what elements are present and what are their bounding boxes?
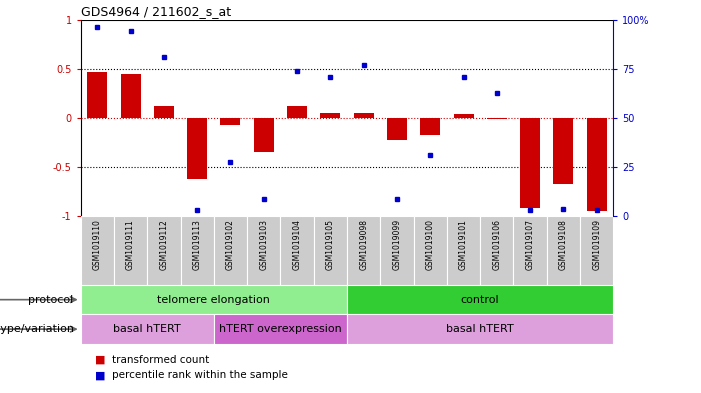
Text: telomere elongation: telomere elongation bbox=[157, 295, 271, 305]
Text: GSM1019111: GSM1019111 bbox=[126, 219, 135, 270]
Bar bbox=[486, 118, 507, 119]
Bar bbox=[580, 216, 613, 285]
Bar bbox=[520, 118, 540, 208]
Text: GDS4964 / 211602_s_at: GDS4964 / 211602_s_at bbox=[81, 6, 231, 18]
Text: protocol: protocol bbox=[28, 295, 77, 305]
Bar bbox=[447, 216, 480, 285]
Bar bbox=[81, 314, 214, 344]
Bar bbox=[114, 216, 147, 285]
Bar bbox=[347, 216, 381, 285]
Text: GSM1019112: GSM1019112 bbox=[159, 219, 168, 270]
Text: GSM1019108: GSM1019108 bbox=[559, 219, 568, 270]
Text: GSM1019100: GSM1019100 bbox=[426, 219, 435, 270]
Text: transformed count: transformed count bbox=[112, 354, 210, 365]
Text: ■: ■ bbox=[95, 354, 105, 365]
Bar bbox=[287, 106, 307, 118]
Bar bbox=[547, 216, 580, 285]
Text: GSM1019104: GSM1019104 bbox=[292, 219, 301, 270]
Text: GSM1019098: GSM1019098 bbox=[359, 219, 368, 270]
Bar bbox=[354, 113, 374, 118]
Bar bbox=[88, 72, 107, 118]
Bar bbox=[214, 314, 347, 344]
Text: GSM1019102: GSM1019102 bbox=[226, 219, 235, 270]
Text: control: control bbox=[461, 295, 500, 305]
Bar bbox=[347, 314, 613, 344]
Bar bbox=[154, 106, 174, 118]
Text: GSM1019113: GSM1019113 bbox=[193, 219, 202, 270]
Text: hTERT overexpression: hTERT overexpression bbox=[219, 324, 342, 334]
Bar bbox=[221, 118, 240, 125]
Bar bbox=[181, 216, 214, 285]
Bar bbox=[421, 118, 440, 134]
Bar bbox=[381, 216, 414, 285]
Bar bbox=[347, 285, 613, 314]
Text: GSM1019103: GSM1019103 bbox=[259, 219, 268, 270]
Text: genotype/variation: genotype/variation bbox=[0, 324, 77, 334]
Text: ■: ■ bbox=[95, 370, 105, 380]
Bar bbox=[147, 216, 181, 285]
Bar bbox=[414, 216, 447, 285]
Bar bbox=[480, 216, 513, 285]
Bar bbox=[247, 216, 280, 285]
Text: GSM1019101: GSM1019101 bbox=[459, 219, 468, 270]
Text: GSM1019105: GSM1019105 bbox=[326, 219, 335, 270]
Text: GSM1019110: GSM1019110 bbox=[93, 219, 102, 270]
Bar bbox=[514, 216, 547, 285]
Bar bbox=[121, 74, 140, 118]
Bar bbox=[320, 113, 341, 118]
Bar bbox=[81, 216, 114, 285]
Text: GSM1019099: GSM1019099 bbox=[393, 219, 402, 270]
Text: basal hTERT: basal hTERT bbox=[114, 324, 181, 334]
Bar bbox=[187, 118, 207, 179]
Text: GSM1019107: GSM1019107 bbox=[526, 219, 535, 270]
Bar bbox=[254, 118, 273, 152]
Text: GSM1019109: GSM1019109 bbox=[592, 219, 601, 270]
Text: basal hTERT: basal hTERT bbox=[447, 324, 514, 334]
Bar bbox=[587, 118, 606, 211]
Bar bbox=[280, 216, 314, 285]
Text: percentile rank within the sample: percentile rank within the sample bbox=[112, 370, 288, 380]
Bar bbox=[454, 114, 474, 118]
Bar bbox=[314, 216, 347, 285]
Bar bbox=[554, 118, 573, 184]
Text: GSM1019106: GSM1019106 bbox=[492, 219, 501, 270]
Bar bbox=[214, 216, 247, 285]
Bar bbox=[81, 285, 347, 314]
Bar bbox=[387, 118, 407, 140]
